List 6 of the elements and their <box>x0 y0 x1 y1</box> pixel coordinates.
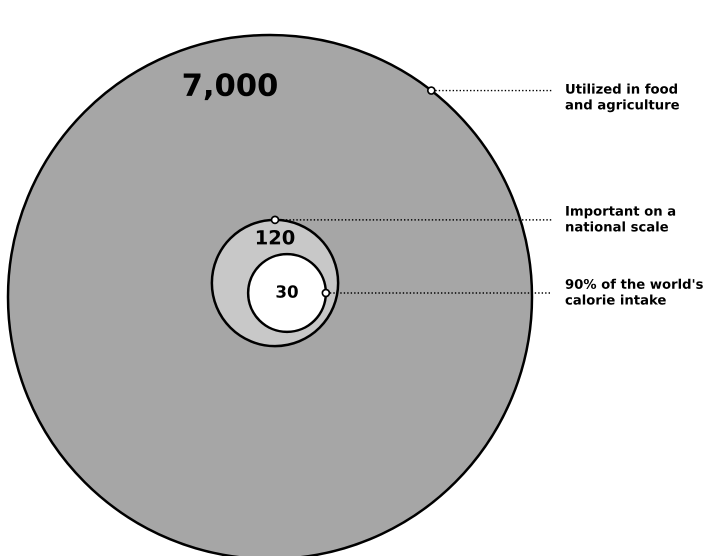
category-label: Important on a national scale <box>566 206 676 232</box>
data-label: 30 <box>276 285 298 298</box>
category-label: 90% of the world's calorie intake <box>566 278 703 305</box>
category-label: Utilized in food and agriculture <box>566 84 679 112</box>
data-label: 120 <box>256 230 294 245</box>
data-label: 7,000 <box>184 73 277 100</box>
